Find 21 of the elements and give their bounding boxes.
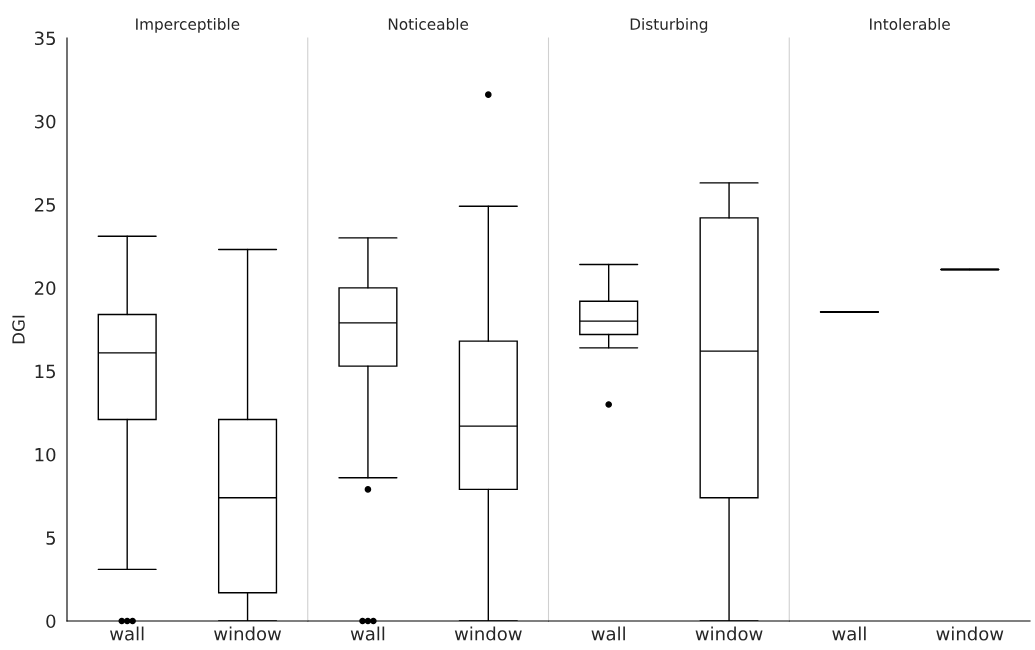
y-tick-label: 20	[34, 281, 56, 295]
x-tick-label: wall	[832, 626, 866, 641]
y-tick-label: 35	[34, 31, 56, 46]
y-tick-label: 30	[34, 114, 56, 129]
y-tick-label: 10	[35, 447, 56, 462]
y-tick-label: 0	[46, 614, 56, 629]
y-tick-label: 15	[35, 364, 56, 379]
y-axis-title: DGI	[12, 315, 25, 344]
x-tick-label: window	[454, 626, 522, 641]
y-tick-label: 25	[34, 198, 56, 212]
y-tick-label: 5	[46, 531, 56, 545]
chart-title: Disturbing	[630, 18, 708, 33]
x-tick-label: window	[214, 626, 282, 641]
chart-title: Intolerable	[870, 18, 950, 30]
x-tick-label: wall	[110, 626, 144, 641]
x-tick-label: wall	[591, 626, 625, 641]
x-tick-label: window	[695, 626, 763, 641]
x-tick-label: window	[936, 626, 1004, 641]
x-tick-label: wall	[350, 626, 385, 641]
chart-title: Imperceptible	[136, 18, 240, 33]
chart-title: Noticeable	[388, 18, 469, 30]
